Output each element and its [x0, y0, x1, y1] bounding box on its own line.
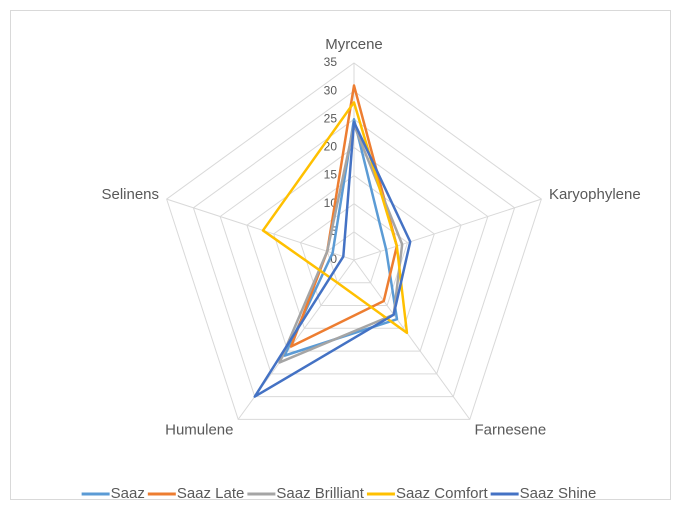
- tick-label: 25: [324, 111, 338, 125]
- grid-ring: [273, 174, 435, 329]
- tick-label: 0: [330, 252, 337, 266]
- spoke: [353, 259, 471, 420]
- legend-label: Saaz Shine: [520, 485, 597, 502]
- grid-ring: [219, 118, 489, 375]
- tick-label: 5: [330, 224, 337, 238]
- spoke: [166, 198, 355, 261]
- series-line: [253, 120, 412, 398]
- grid-ring: [192, 90, 516, 398]
- grid-ring: [326, 231, 382, 284]
- legend-label: Saaz Comfort: [396, 485, 489, 502]
- grid-ring: [246, 146, 462, 352]
- axis-label: Karyophylene: [549, 186, 641, 203]
- legend-label: Saaz: [111, 485, 145, 502]
- chart-frame: [10, 10, 671, 500]
- tick-label: 15: [324, 168, 338, 182]
- series-line: [261, 101, 409, 335]
- axis-label: Farnesene: [474, 422, 546, 439]
- axis-label: Humulene: [165, 422, 233, 439]
- tick-label: 30: [324, 83, 338, 97]
- axis-label: Selinens: [101, 186, 159, 203]
- tick-label: 20: [324, 140, 338, 154]
- legend-label: Saaz Late: [177, 485, 245, 502]
- series-line: [278, 123, 404, 364]
- grid-ring: [166, 62, 542, 420]
- legend: Saaz Saaz Late Saaz Brilliant Saaz Comfort S…: [81, 485, 597, 502]
- tick-label: 35: [324, 55, 338, 69]
- legend-label: Saaz Brilliant: [276, 485, 364, 502]
- axis-label: Myrcene: [325, 36, 383, 53]
